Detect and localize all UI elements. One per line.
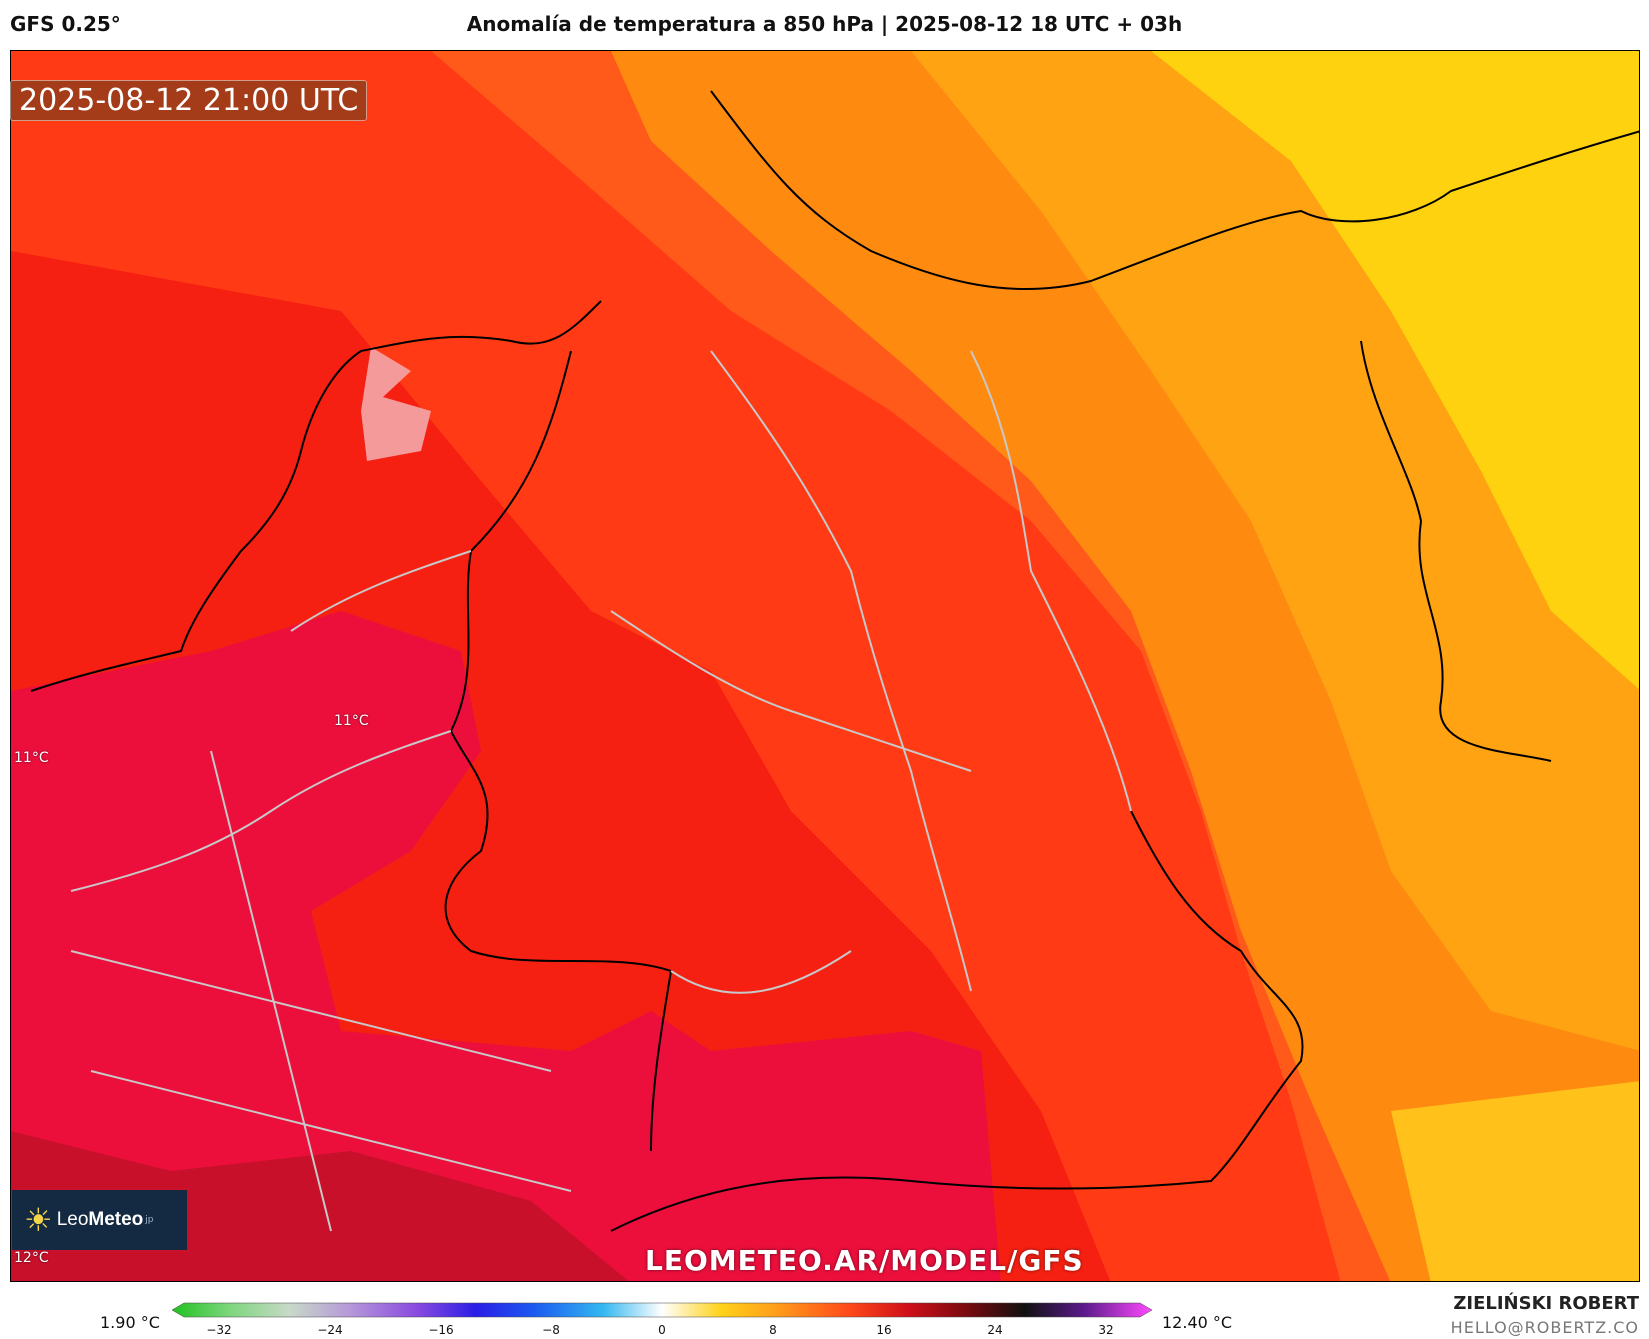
colorbar-tick: 0 <box>658 1323 666 1337</box>
coastline-north <box>710 90 1639 290</box>
colorbar-tick: 32 <box>1098 1323 1114 1337</box>
colorbar-tick: 8 <box>769 1323 777 1337</box>
admin-borders-1 <box>70 550 852 994</box>
source-watermark: LEOMETEO.AR/MODEL/GFS <box>645 1244 1084 1277</box>
valid-time-badge: 2025-08-12 21:00 UTC <box>10 80 368 121</box>
field-zone-southeast <box>1391 1081 1639 1281</box>
sun-icon: ☀ <box>24 1201 53 1239</box>
admin-borders-2 <box>610 350 1132 992</box>
field-spot-low <box>361 347 431 461</box>
colorbar-max-label: 12.40 °C <box>1162 1313 1233 1332</box>
coastline-west <box>30 300 602 692</box>
colorbar-tick: 16 <box>876 1323 892 1337</box>
border-south <box>610 810 1304 1232</box>
map-canvas <box>11 51 1639 1281</box>
author-name: ZIELIŃSKI ROBERT <box>1453 1293 1639 1314</box>
temperature-anomaly-map[interactable] <box>10 50 1640 1282</box>
model-name: GFS 0.25° <box>10 12 121 36</box>
temperature-label: 11°C <box>334 713 369 729</box>
author-email[interactable]: HELLO@ROBERTZ.CO <box>1450 1318 1639 1337</box>
admin-borders-3 <box>70 750 572 1232</box>
colorbar-tick: −16 <box>428 1323 454 1337</box>
colorbar <box>172 1302 1152 1318</box>
field-zone-far-northeast <box>1151 51 1639 690</box>
colorbar-fill <box>172 1302 1152 1318</box>
colorbar-tick: −32 <box>206 1323 232 1337</box>
colorbar-tick: −8 <box>542 1323 560 1337</box>
leometeo-logo[interactable]: ☀ Leo Meteo jp <box>12 1190 187 1250</box>
map-title: Anomalía de temperatura a 850 hPa | 2025… <box>466 12 1183 36</box>
logo-text-meteo: Meteo <box>88 1209 144 1230</box>
temperature-label: 12°C <box>14 1250 49 1266</box>
temperature-label: 11°C <box>14 750 49 766</box>
border-east <box>1360 340 1552 762</box>
logo-text-leo: Leo <box>56 1209 89 1230</box>
logo-suffix: jp <box>145 1215 154 1225</box>
colorbar-tick: −24 <box>317 1323 343 1337</box>
colorbar-tick: 24 <box>987 1323 1003 1337</box>
colorbar-min-label: 1.90 °C <box>100 1313 160 1332</box>
